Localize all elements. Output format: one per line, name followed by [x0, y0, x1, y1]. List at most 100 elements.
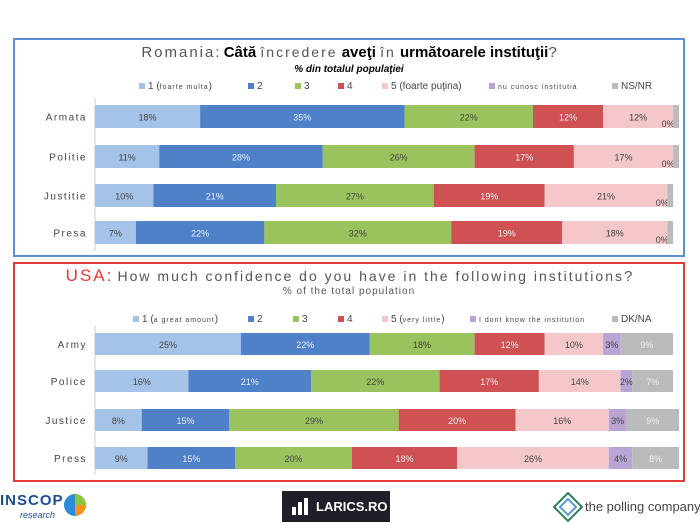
bar-segment [322, 145, 475, 168]
bar-segment [538, 370, 621, 392]
bar-segment [147, 447, 236, 469]
data-label: 0% [656, 198, 669, 208]
legend-item-6: nu cunosc institutia [489, 81, 578, 92]
romania-stacked-bar-chart: Armata 18% 35% 22% 12% 12% 0% Politie 11% 28% 26% 1… [44, 98, 679, 251]
data-label: 20% [448, 416, 466, 426]
data-label: 7% [109, 229, 122, 239]
data-label: 9% [640, 340, 653, 350]
inscop-logo: INSCOP research [0, 490, 90, 525]
data-label: 7% [646, 377, 659, 387]
bar-segment [451, 221, 563, 244]
data-label: 10% [565, 340, 583, 350]
data-label: 19% [480, 192, 498, 202]
polling-company-logo: the polling company [553, 492, 700, 522]
bar-segment [95, 409, 142, 431]
legend-item-3: 3 [295, 81, 310, 92]
bar-segment [608, 409, 627, 431]
data-label: 19% [498, 229, 516, 239]
bar-segment [95, 105, 201, 128]
data-label: 15% [182, 454, 200, 464]
data-label: 17% [480, 377, 498, 387]
data-label: 12% [559, 113, 577, 123]
data-label: 4% [614, 454, 627, 464]
data-label: 32% [349, 229, 367, 239]
usa-chart-panel: USA: How much confidence do you have in … [13, 262, 685, 482]
bar-segment [95, 333, 241, 355]
data-label: 22% [296, 340, 314, 350]
bar-segment [95, 370, 189, 392]
category-label: Police [51, 377, 87, 388]
bar-segment [457, 447, 609, 469]
usa-chart-title: USA: How much confidence do you have in … [65, 266, 633, 285]
bar-segment [620, 333, 674, 355]
romania-chart-panel: Romania: Câtă încredere aveţi în următoa… [13, 38, 685, 257]
data-label: 18% [139, 113, 157, 123]
data-label: 25% [159, 340, 177, 350]
legend-item-1: 1 (a great amount) [133, 314, 218, 325]
bar-segment [533, 105, 604, 128]
bar-segment [235, 447, 352, 469]
data-label: 18% [396, 454, 414, 464]
legend-item-1: 1 (foarte multa) [139, 81, 212, 92]
data-label: 21% [206, 192, 224, 202]
bar-segment [153, 184, 277, 207]
bar-segment [620, 370, 633, 392]
usa-legend: 1 (a great amount) 2 3 4 5 (very little)… [15, 314, 683, 328]
bar-segment [544, 184, 668, 207]
data-label: 28% [232, 153, 250, 163]
bar-segment [673, 105, 679, 128]
legend-item-6: I dont know the institution [470, 314, 585, 325]
bar-segment [632, 447, 679, 469]
bar-segment [95, 145, 160, 168]
data-label: 12% [629, 113, 647, 123]
bar-segment [632, 370, 674, 392]
larics-bars-icon [292, 498, 308, 515]
legend-item-7: DK/NA [612, 314, 652, 325]
legend-item-5: 5 (very little) [382, 314, 445, 325]
bar-segment [474, 145, 574, 168]
data-label: 8% [112, 416, 125, 426]
data-label: 29% [305, 416, 323, 426]
data-label: 35% [293, 113, 311, 123]
bar-segment [311, 370, 440, 392]
data-label: 16% [133, 377, 151, 387]
bar-segment [404, 105, 533, 128]
legend-item-3: 3 [293, 314, 308, 325]
data-label: 21% [241, 377, 259, 387]
data-label: 3% [605, 340, 618, 350]
bar-segment [229, 409, 399, 431]
bar-segment [95, 447, 148, 469]
bar-segment [264, 221, 452, 244]
data-label: 21% [597, 192, 615, 202]
bar-segment [667, 221, 674, 244]
bar-segment [95, 221, 136, 244]
data-label: 0% [662, 159, 675, 169]
bar-segment [188, 370, 312, 392]
bar-segment [369, 333, 475, 355]
bar-segment [673, 145, 679, 168]
bar-segment [562, 221, 668, 244]
data-label: 27% [346, 192, 364, 202]
bar-segment [515, 409, 609, 431]
data-label: 22% [366, 377, 384, 387]
legend-item-2: 2 [248, 81, 263, 92]
romania-chart-title: Romania: Câtă încredere aveţi în următoa… [141, 44, 557, 61]
category-label: Justice [45, 416, 87, 427]
usa-chart-subtitle: % of the total population [282, 286, 416, 297]
data-label: 3% [611, 416, 624, 426]
data-label: 9% [115, 454, 128, 464]
data-label: 15% [177, 416, 195, 426]
data-label: 18% [413, 340, 431, 350]
romania-legend: 1 (foarte multa) 2 3 4 5 (foarte puţina)… [15, 81, 683, 95]
data-label: 26% [524, 454, 542, 464]
data-label: 20% [285, 454, 303, 464]
category-label: Presa [53, 229, 87, 240]
bar-segment [439, 370, 539, 392]
category-label: Army [58, 340, 87, 351]
romania-country-label: Romania [141, 44, 216, 61]
bar-segment [159, 145, 323, 168]
bar-segment [200, 105, 405, 128]
bar-segment [603, 105, 674, 128]
data-label: 17% [615, 153, 633, 163]
legend-item-4: 4 [338, 314, 353, 325]
